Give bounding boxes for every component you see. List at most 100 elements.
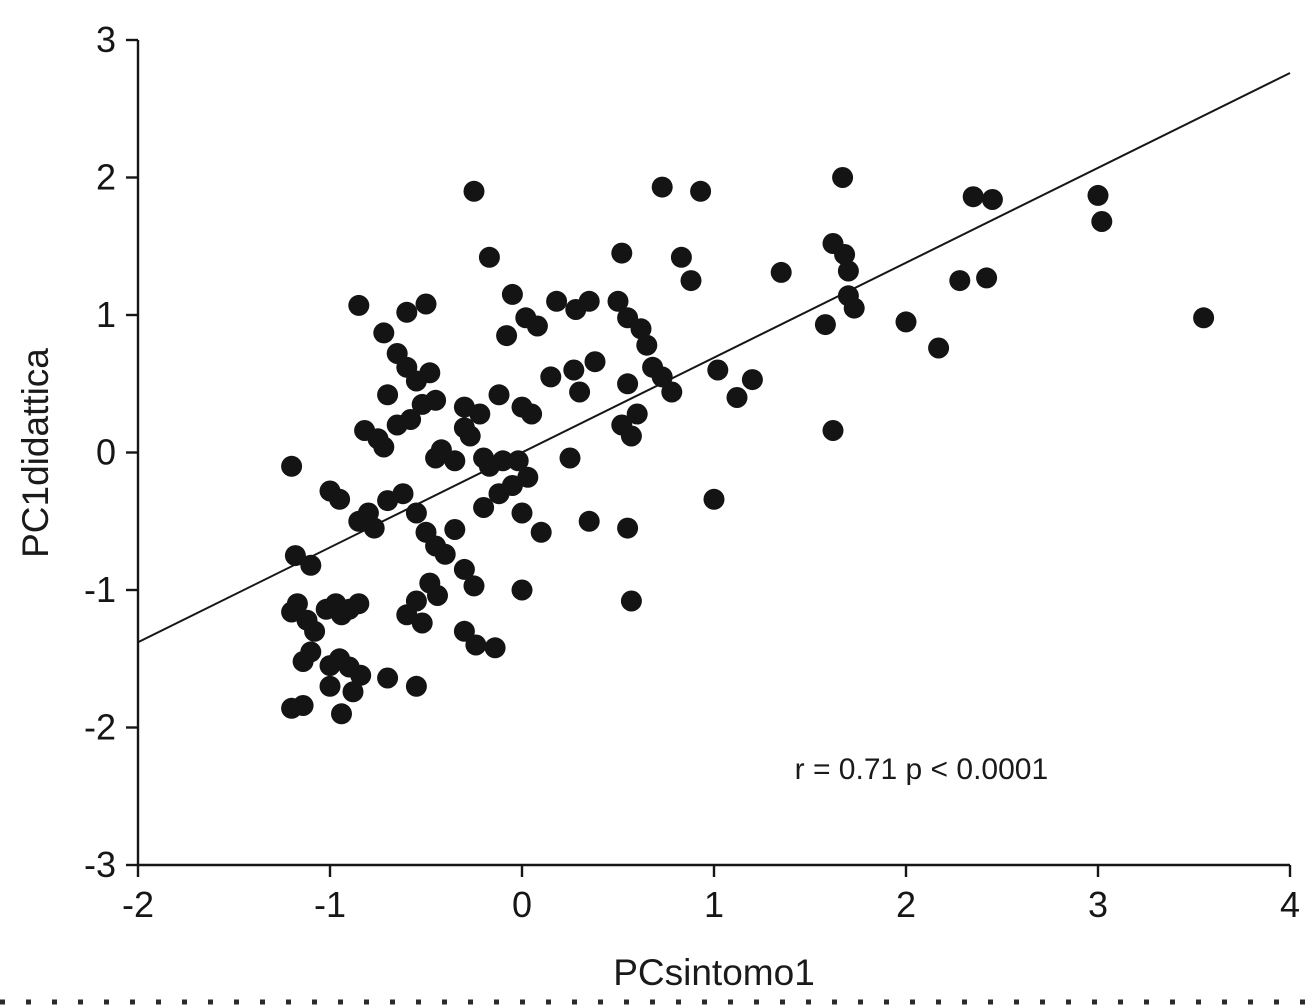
data-point — [626, 403, 648, 425]
data-point — [670, 246, 692, 268]
x-tick-label: -2 — [122, 884, 154, 925]
data-point — [465, 634, 487, 656]
y-tick-label: -2 — [84, 707, 116, 748]
data-point — [373, 322, 395, 344]
data-point — [377, 667, 399, 689]
data-point — [546, 290, 568, 312]
data-point — [392, 483, 414, 505]
data-point — [834, 244, 856, 265]
data-point — [473, 497, 495, 518]
data-point — [707, 359, 729, 381]
x-tick-label: 4 — [1280, 884, 1300, 925]
data-point — [517, 466, 539, 488]
data-point — [300, 554, 322, 576]
data-point — [703, 488, 725, 510]
data-point — [578, 510, 600, 532]
data-point — [396, 301, 418, 323]
data-point — [620, 590, 642, 612]
data-point — [304, 620, 326, 642]
data-point — [726, 387, 748, 408]
data-point — [651, 366, 673, 388]
data-point — [832, 167, 854, 188]
data-point — [411, 612, 433, 634]
data-point — [895, 311, 917, 333]
data-point — [459, 425, 481, 447]
data-point — [511, 502, 533, 524]
data-point — [319, 675, 341, 697]
data-point — [415, 293, 437, 315]
data-point — [331, 703, 352, 725]
data-point — [928, 337, 950, 359]
data-point — [496, 325, 518, 347]
data-point — [501, 283, 523, 305]
data-point — [611, 242, 633, 264]
data-point — [350, 664, 372, 686]
data-point — [521, 403, 543, 425]
data-point — [630, 318, 652, 340]
data-point — [843, 297, 865, 319]
x-axis-title: PCsintomo1 — [613, 952, 815, 993]
x-tick-label: 3 — [1088, 884, 1108, 925]
data-point — [377, 384, 399, 406]
data-point — [661, 381, 683, 403]
data-point — [1087, 184, 1109, 206]
data-point — [373, 436, 395, 458]
data-point — [405, 675, 427, 697]
y-tick-label: -1 — [84, 569, 116, 610]
data-point — [427, 585, 448, 606]
data-point — [620, 425, 642, 447]
y-tick-label: 0 — [96, 432, 116, 473]
regression-line — [137, 72, 1291, 644]
data-point — [949, 270, 971, 292]
data-point — [478, 246, 500, 268]
data-point — [484, 637, 506, 659]
x-tick-label: -1 — [314, 884, 346, 925]
data-point — [617, 373, 639, 395]
data-point — [741, 369, 763, 391]
data-point — [444, 519, 466, 540]
data-point — [292, 651, 314, 672]
data-point — [463, 575, 485, 597]
data-point — [453, 558, 475, 580]
data-point — [822, 420, 844, 441]
data-point — [405, 590, 427, 612]
data-point — [444, 450, 466, 472]
data-point — [348, 294, 370, 316]
data-point — [770, 261, 792, 283]
data-point — [962, 186, 984, 208]
data-point — [1193, 307, 1215, 329]
correlation-annotation: r = 0.71 p < 0.0001 — [794, 752, 1049, 786]
data-point — [281, 601, 303, 623]
data-point — [1091, 211, 1113, 232]
data-point — [281, 455, 303, 477]
data-point — [511, 579, 533, 601]
data-point — [405, 502, 427, 524]
data-point — [281, 697, 303, 719]
data-point — [463, 180, 485, 202]
data-point — [342, 681, 364, 703]
data-point — [419, 362, 441, 384]
data-point — [981, 189, 1003, 210]
data-point — [540, 366, 562, 388]
y-axis-title: PC1didattica — [15, 347, 56, 558]
data-point — [434, 543, 456, 565]
data-point — [526, 315, 548, 337]
data-point — [578, 290, 600, 312]
data-point — [563, 359, 585, 381]
data-point — [680, 270, 702, 292]
data-point — [348, 593, 370, 615]
x-tick-label: 2 — [896, 884, 916, 925]
data-point — [400, 409, 422, 430]
data-point — [814, 314, 836, 336]
x-tick-label: 1 — [704, 884, 724, 925]
data-point — [469, 403, 491, 425]
data-point — [559, 447, 581, 469]
y-tick-label: 3 — [96, 19, 116, 60]
data-point — [690, 180, 712, 202]
data-point — [584, 351, 606, 373]
y-tick-label: 2 — [96, 157, 116, 198]
data-point — [617, 517, 639, 539]
data-point — [569, 381, 591, 403]
data-point — [530, 521, 552, 543]
